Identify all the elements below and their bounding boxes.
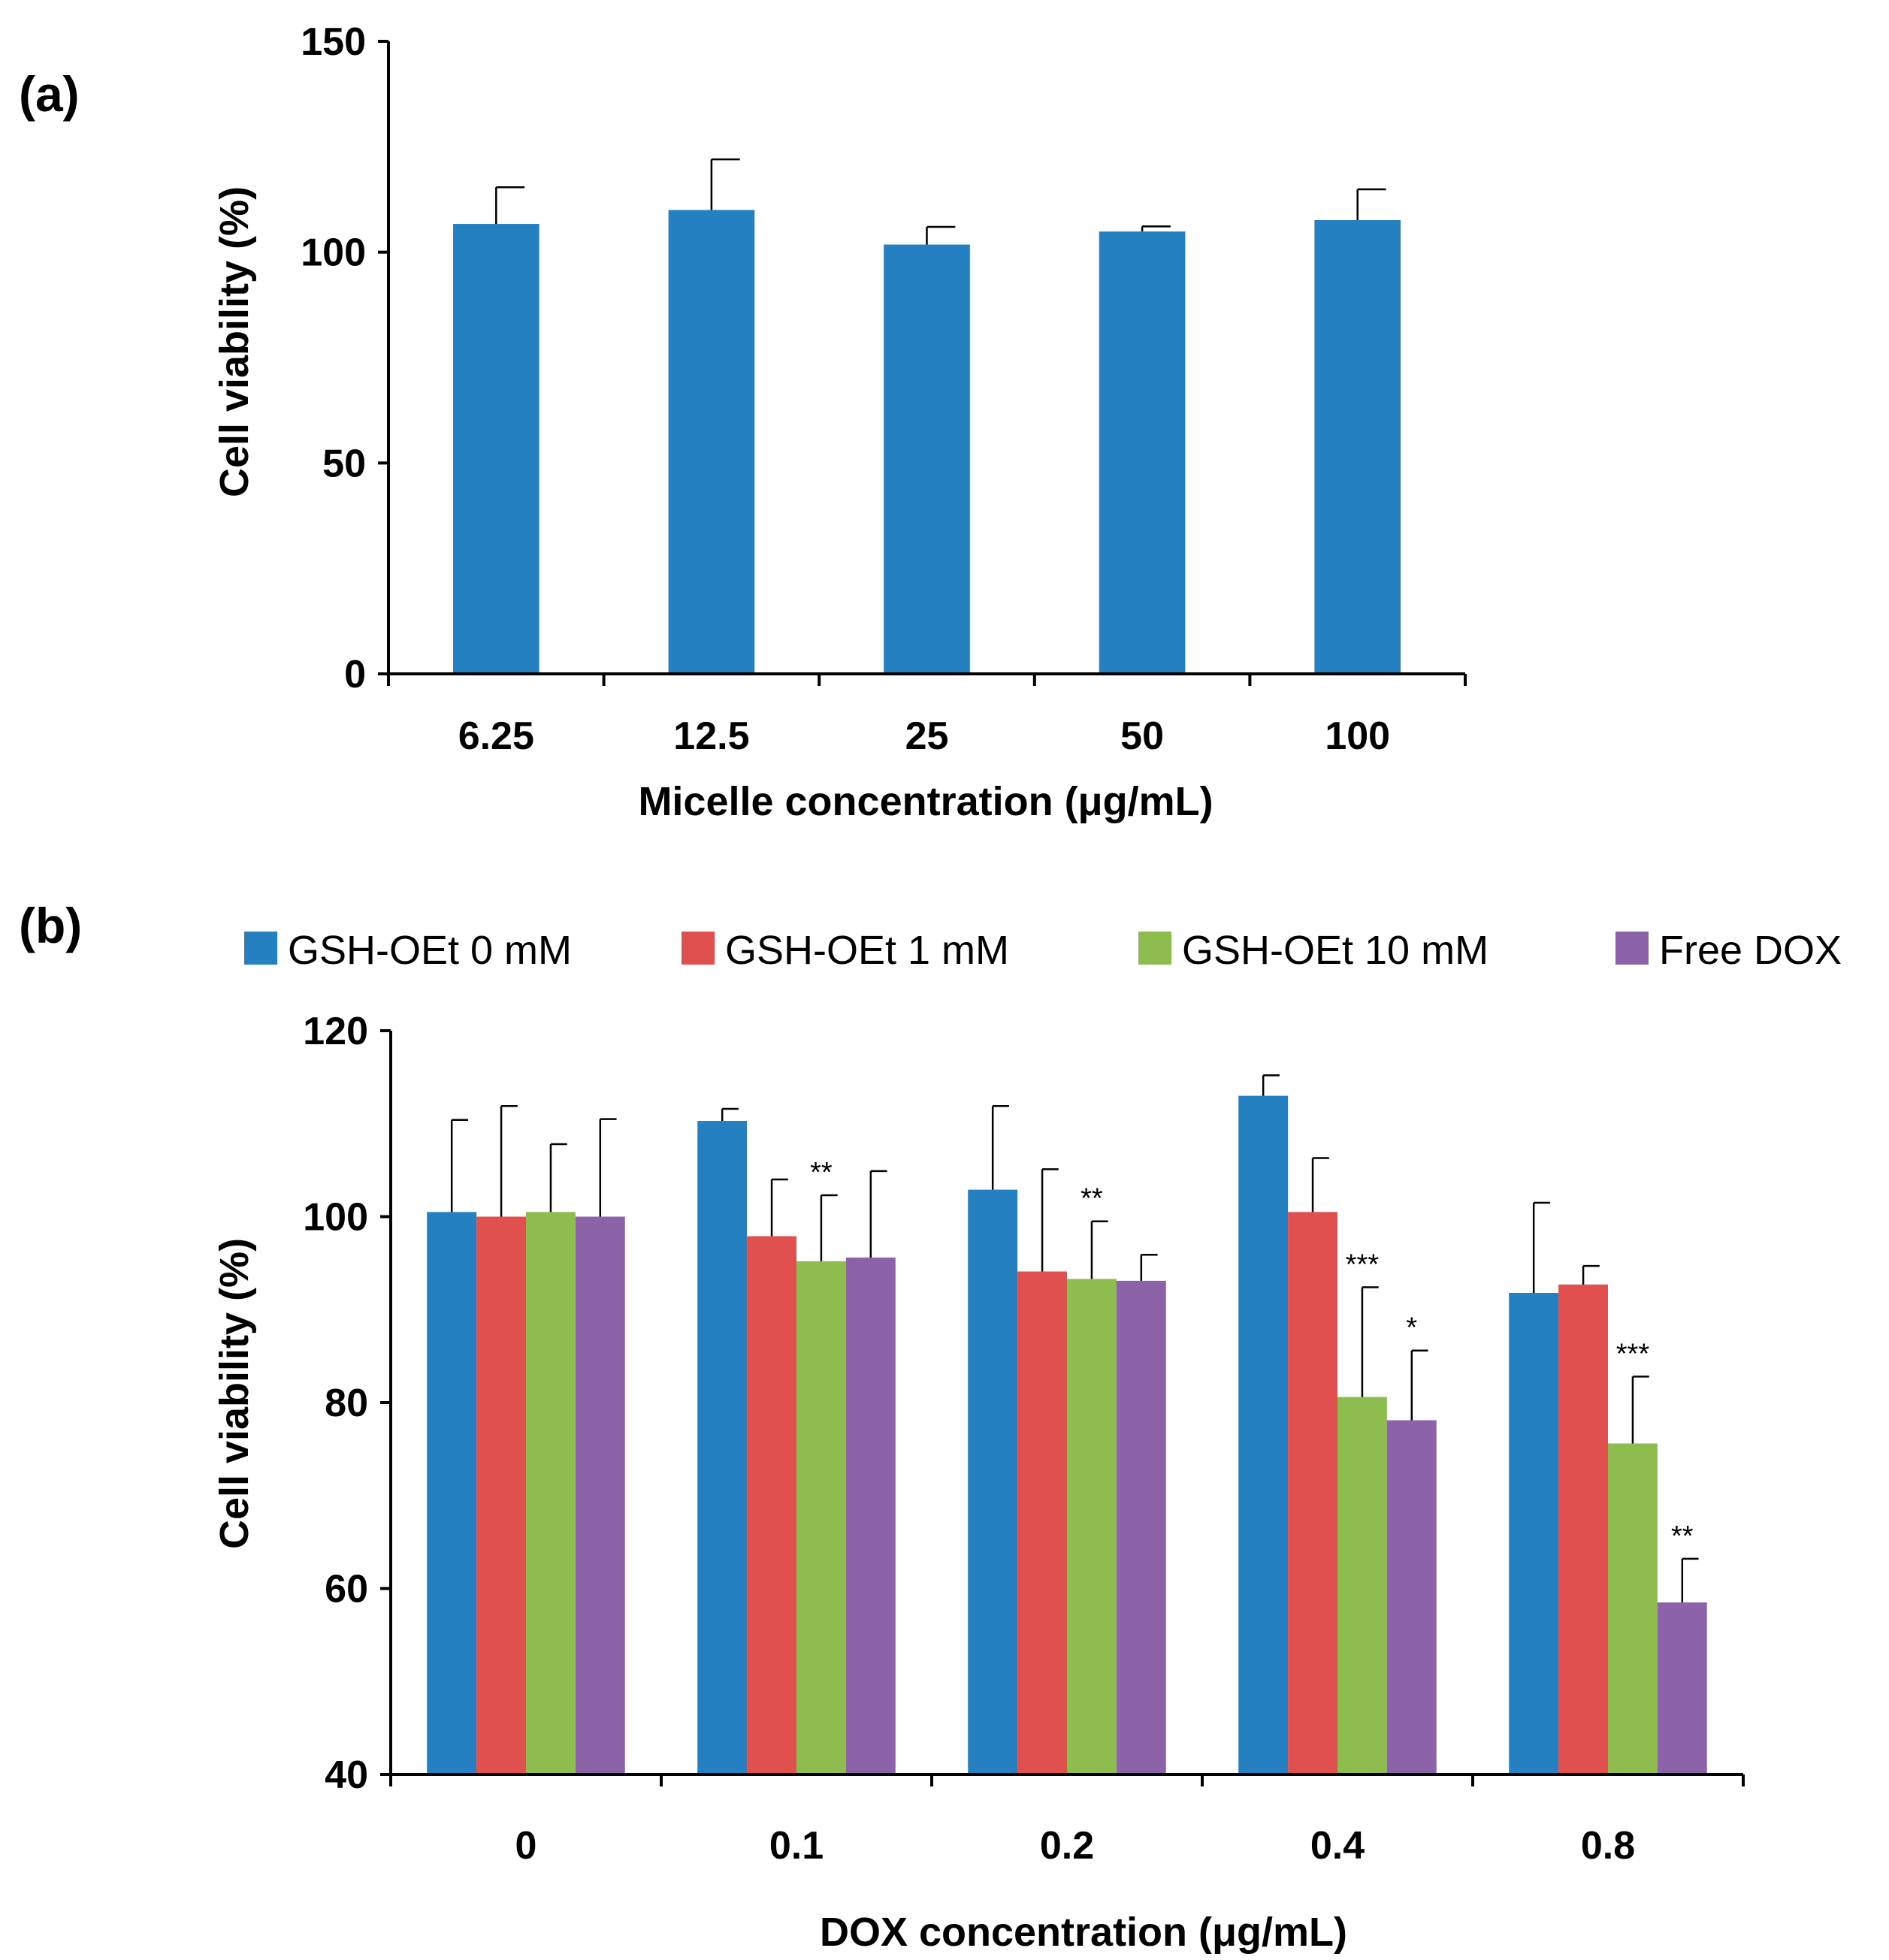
bar [884,244,970,675]
y-tick-label: 80 [325,1382,368,1425]
legend-swatch [1138,932,1171,965]
legend-swatch [682,932,715,965]
legend-label: GSH-OEt 10 mM [1182,928,1489,973]
bar [575,1216,625,1774]
x-tick-label: 0.1 [769,1824,824,1868]
bar [1067,1279,1117,1774]
bar [1558,1284,1608,1774]
panel-a-axes [387,41,1465,675]
significance-marker: ** [810,1157,833,1188]
bar [427,1212,477,1774]
x-tick-label: 25 [905,714,949,758]
bar [1238,1095,1289,1774]
bar [526,1212,576,1774]
significance-marker: ** [1081,1183,1103,1215]
x-tick-label: 50 [1120,714,1164,758]
y-tick-label: 100 [301,231,366,275]
x-tick-label: 6.25 [458,714,534,758]
bar [747,1236,796,1774]
legend-swatch [244,932,277,965]
panel-a-chart: (a) Cell viability (%) Micelle concentra… [19,20,1467,824]
significance-marker: *** [1346,1249,1380,1281]
bar [668,210,755,674]
bar [968,1189,1018,1774]
bar [1386,1420,1437,1774]
y-tick-label: 40 [325,1753,368,1797]
legend-label: GSH-OEt 0 mM [288,928,572,973]
x-tick-label: 12.5 [673,714,749,758]
panel-b-x-axis-title: DOX concentration (μg/mL) [820,1910,1347,1955]
significance-marker: ** [1671,1521,1694,1552]
x-tick-label: 0 [515,1824,537,1868]
y-tick-label: 60 [325,1568,368,1611]
bar [1657,1602,1707,1774]
panel-b-chart: (b) GSH-OEt 0 mM GSH-OEt 1 mM GSH-OEt 10 m… [19,898,1842,1955]
x-tick-label: 0.2 [1040,1824,1094,1868]
bar [796,1261,846,1774]
panel-a-x-axis-title: Micelle concentration (μg/mL) [638,779,1213,824]
bar [845,1257,896,1774]
x-tick-label: 0.4 [1310,1824,1365,1868]
panel-a-ticks: 0 50 100 150 6.25 12.5 25 50 100 [301,20,1467,758]
bar [1288,1212,1337,1774]
x-tick-label: 100 [1325,714,1390,758]
legend-label: Free DOX [1659,928,1842,973]
panel-b-y-axis-title: Cell viability (%) [212,1238,257,1549]
panel-b-label: (b) [19,898,82,953]
bar [1337,1397,1387,1774]
bar [1608,1443,1658,1774]
panel-b-bars: ************* [427,1074,1707,1774]
bar [1099,231,1186,674]
bar [697,1121,748,1774]
significance-marker: *** [1616,1338,1650,1370]
x-tick-label: 0.8 [1581,1824,1635,1868]
legend-swatch [1615,932,1649,965]
panel-a-y-axis-title: Cell viability (%) [212,186,257,497]
panel-b-legend: GSH-OEt 0 mM GSH-OEt 1 mM GSH-OEt 10 mM Fre… [244,928,1842,973]
bar [452,224,539,674]
y-tick-label: 120 [303,1010,368,1053]
bar [476,1216,526,1774]
significance-marker: * [1406,1312,1417,1344]
panel-b-axes [389,1031,1743,1776]
y-tick-label: 0 [344,653,366,696]
y-tick-label: 150 [301,20,366,64]
panel-a-label: (a) [19,66,80,122]
panel-b-ticks: 40 60 80 100 120 0 0.1 0.2 0.4 0.8 [303,1010,1745,1868]
bar [1509,1292,1559,1774]
bar [1314,220,1401,674]
legend-label: GSH-OEt 1 mM [725,928,1009,973]
bar [1116,1280,1166,1774]
panel-a-bars [452,158,1401,675]
bar [1017,1271,1067,1774]
y-tick-label: 100 [303,1196,368,1240]
y-tick-label: 50 [322,442,366,485]
